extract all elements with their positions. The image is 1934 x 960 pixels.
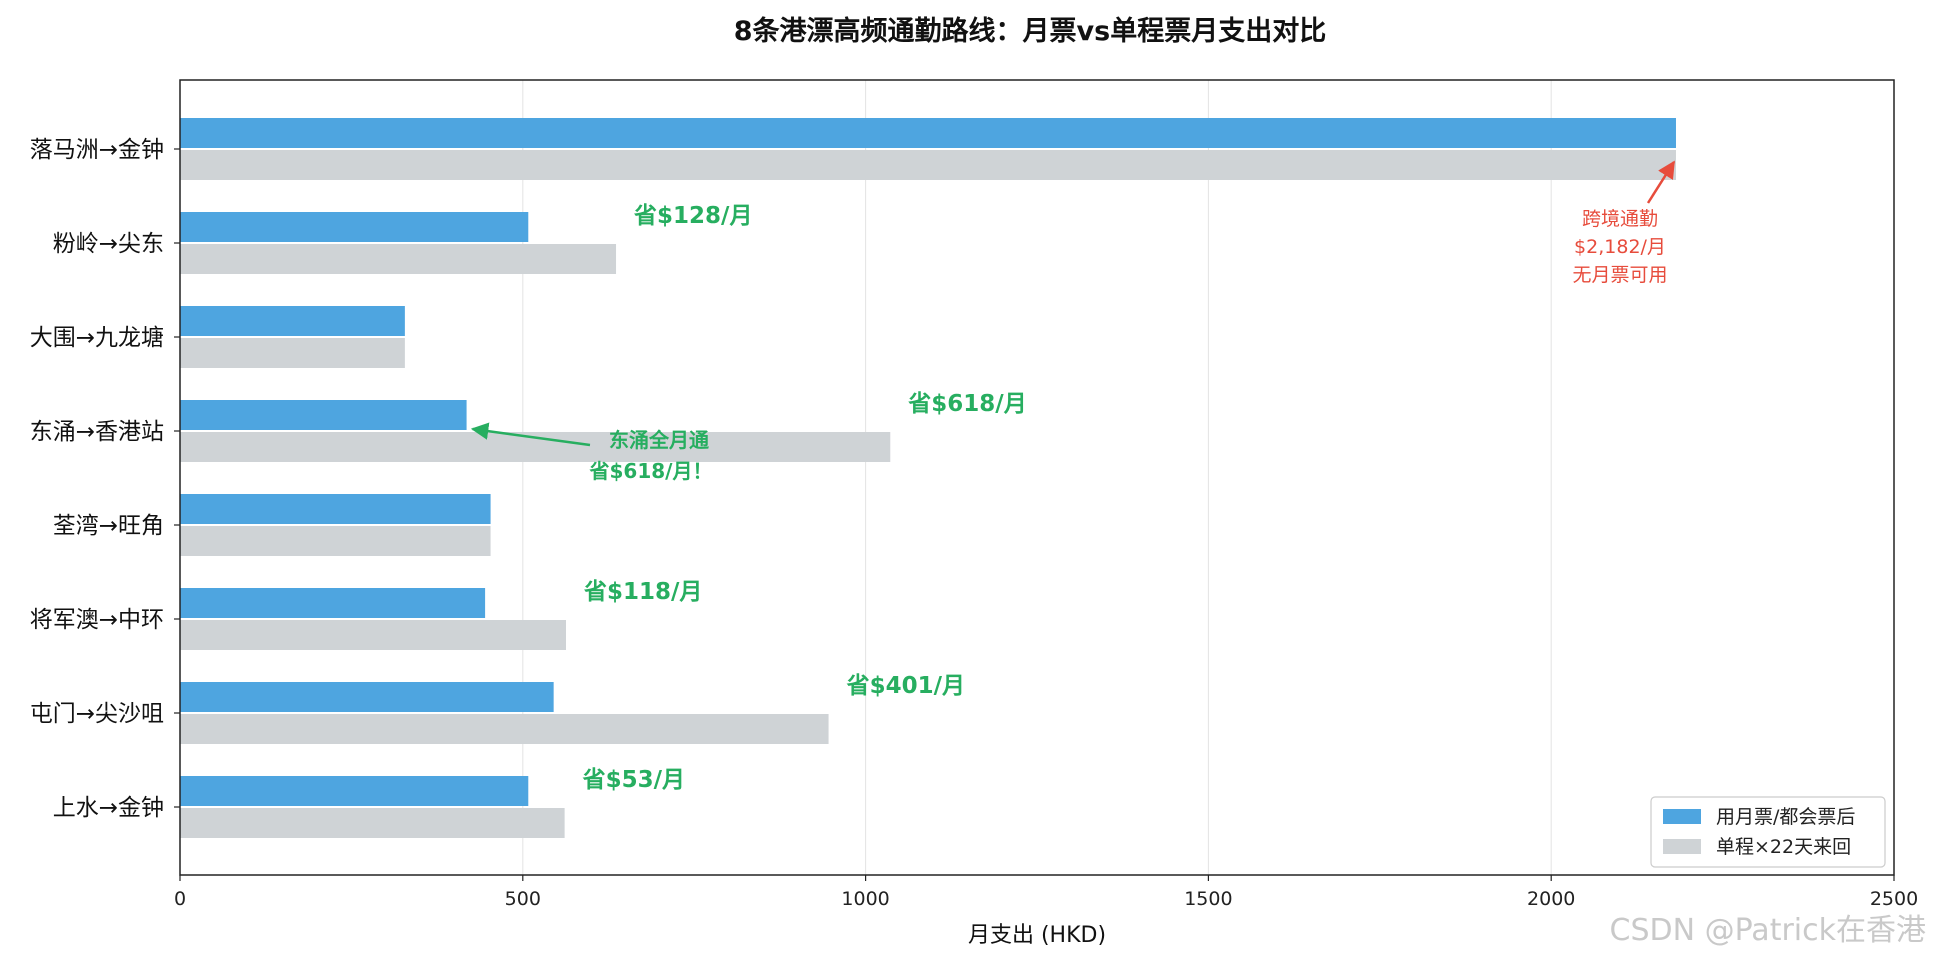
x-tick-labels: 0 500 1000 1500 2000 2500 xyxy=(174,875,1918,910)
savings-label: 省$118/月 xyxy=(583,579,702,605)
bar-single xyxy=(180,526,491,556)
legend: 用月票/都会票后 单程×22天来回 xyxy=(1650,796,1886,868)
savings-label: 省$128/月 xyxy=(633,203,752,229)
bar-monthly xyxy=(180,776,529,806)
plot-frame xyxy=(179,79,1895,876)
annotation-arrow xyxy=(470,422,591,447)
bar-monthly xyxy=(180,400,467,430)
category-label: 将军澳→中环 xyxy=(30,607,164,633)
annotation-text: 省$618/月！ xyxy=(589,459,713,483)
bar-monthly xyxy=(180,118,1676,148)
bar-monthly xyxy=(180,682,554,712)
bar-single xyxy=(180,808,565,838)
x-tick-label: 1000 xyxy=(841,888,889,910)
savings-label: 省$618/月 xyxy=(907,391,1026,417)
watermark: CSDN @Patrick在香港 xyxy=(1610,913,1927,948)
annotation-arrow xyxy=(1646,160,1676,204)
annotation-text: 跨境通勤 xyxy=(1582,208,1658,230)
x-axis-title: 月支出 (HKD) xyxy=(968,923,1106,948)
category-label: 粉岭→尖东 xyxy=(53,231,164,257)
savings-label: 省$53/月 xyxy=(582,767,685,793)
category-label: 落马洲→金钟 xyxy=(30,137,164,163)
bar-single xyxy=(180,620,566,650)
category-label: 大围→九龙塘 xyxy=(30,325,164,351)
bar-monthly xyxy=(180,306,405,336)
bar-monthly xyxy=(180,212,529,242)
bar-single xyxy=(180,150,1676,180)
x-tick-label: 500 xyxy=(505,888,541,910)
x-tick-label: 1500 xyxy=(1184,888,1232,910)
bar-single xyxy=(180,338,405,368)
legend-swatch-monthly xyxy=(1663,809,1701,824)
bar-monthly xyxy=(180,588,486,618)
bars xyxy=(180,118,1676,838)
bar-monthly xyxy=(180,494,491,524)
category-label: 荃湾→旺角 xyxy=(53,513,164,539)
x-tick-label: 2000 xyxy=(1527,888,1575,910)
legend-label-single: 单程×22天来回 xyxy=(1716,836,1851,858)
category-labels: 落马洲→金钟粉岭→尖东大围→九龙塘东涌→香港站荃湾→旺角将军澳→中环屯门→尖沙咀… xyxy=(30,137,180,821)
annotation-text: 东涌全月通 xyxy=(609,428,709,452)
savings-label: 省$401/月 xyxy=(846,673,965,699)
legend-swatch-single xyxy=(1663,839,1701,854)
x-tick-label: 0 xyxy=(174,888,186,910)
bar-single xyxy=(180,714,829,744)
chart-title: 8条港漂高频通勤路线：月票vs单程票月支出对比 xyxy=(734,15,1326,47)
category-label: 屯门→尖沙咀 xyxy=(30,701,164,727)
bar-single xyxy=(180,244,617,274)
annotation-text: 无月票可用 xyxy=(1572,264,1667,286)
annotation-text: $2,182/月 xyxy=(1574,236,1666,258)
x-tick-label: 2500 xyxy=(1870,888,1918,910)
category-label: 东涌→香港站 xyxy=(30,419,164,445)
category-label: 上水→金钟 xyxy=(53,795,164,821)
legend-label-monthly: 用月票/都会票后 xyxy=(1716,806,1855,828)
legend-box xyxy=(1650,796,1886,868)
savings-labels: 省$128/月省$618/月省$118/月省$401/月省$53/月 xyxy=(582,203,1027,793)
